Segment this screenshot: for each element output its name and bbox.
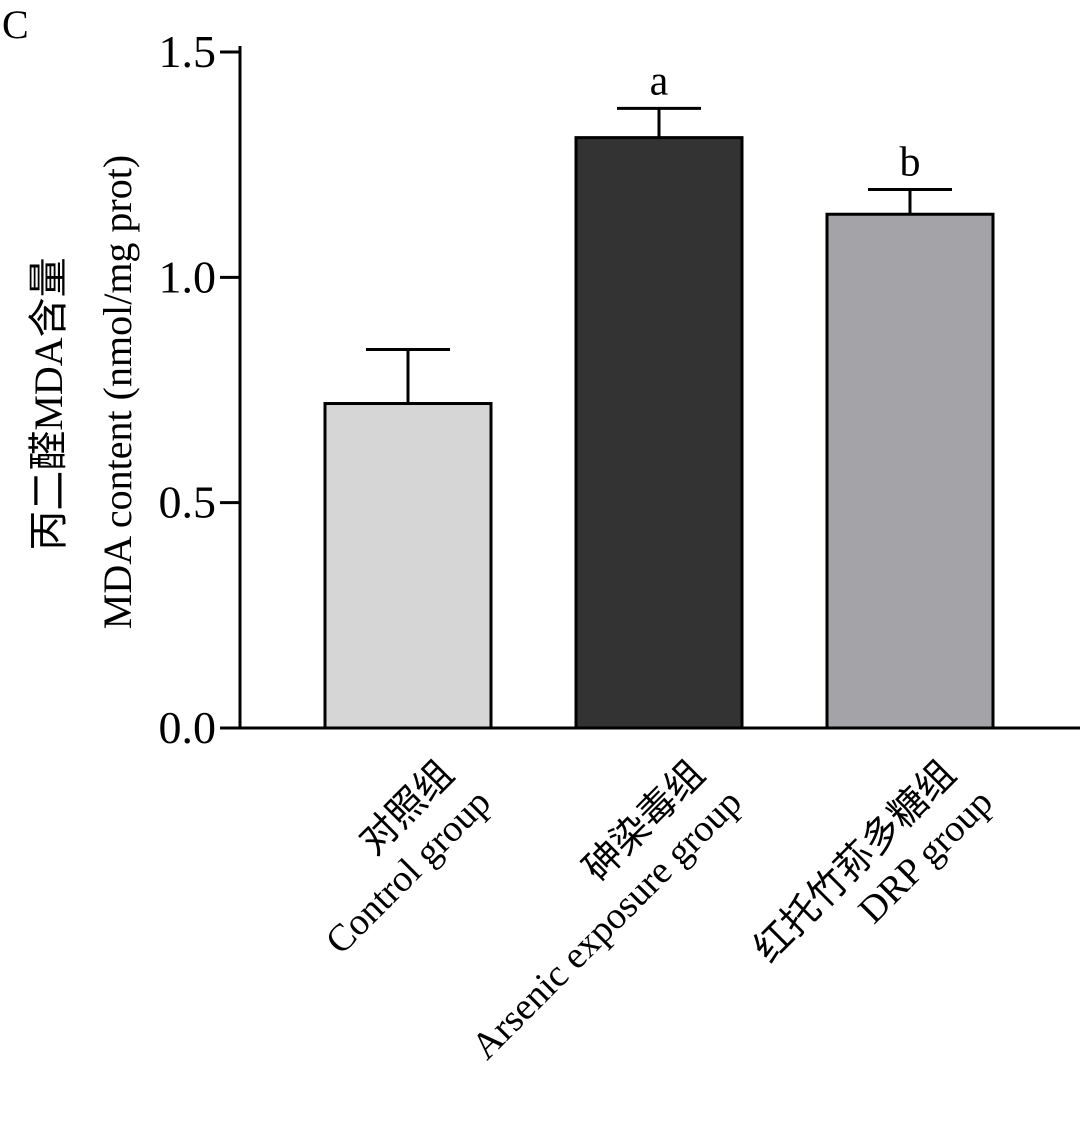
y-tick-label-2: 1.0 [159, 251, 217, 302]
significance-label-2: b [900, 139, 921, 185]
x-tick-label-en-1: Arsenic exposure group [464, 781, 750, 1067]
y-axis-label-en: MDA content (nmol/mg prot) [95, 155, 140, 629]
y-axis-title: 丙二醛MDA含量 MDA content (nmol/mg prot) [26, 155, 140, 629]
bar-series: ab [323, 58, 995, 730]
bar-2 [825, 212, 995, 730]
y-tick-label-3: 1.5 [159, 26, 217, 77]
bar-1 [574, 136, 744, 730]
significance-label-1: a [650, 58, 669, 104]
panel-label: C [2, 2, 29, 47]
axes: 0.0 0.5 1.0 1.5 [159, 26, 1080, 753]
bar-0 [323, 402, 493, 730]
y-tick-label-0: 0.0 [159, 702, 217, 753]
y-axis-label-zh: 丙二醛MDA含量 [26, 257, 71, 550]
y-tick-label-1: 0.5 [159, 477, 217, 528]
